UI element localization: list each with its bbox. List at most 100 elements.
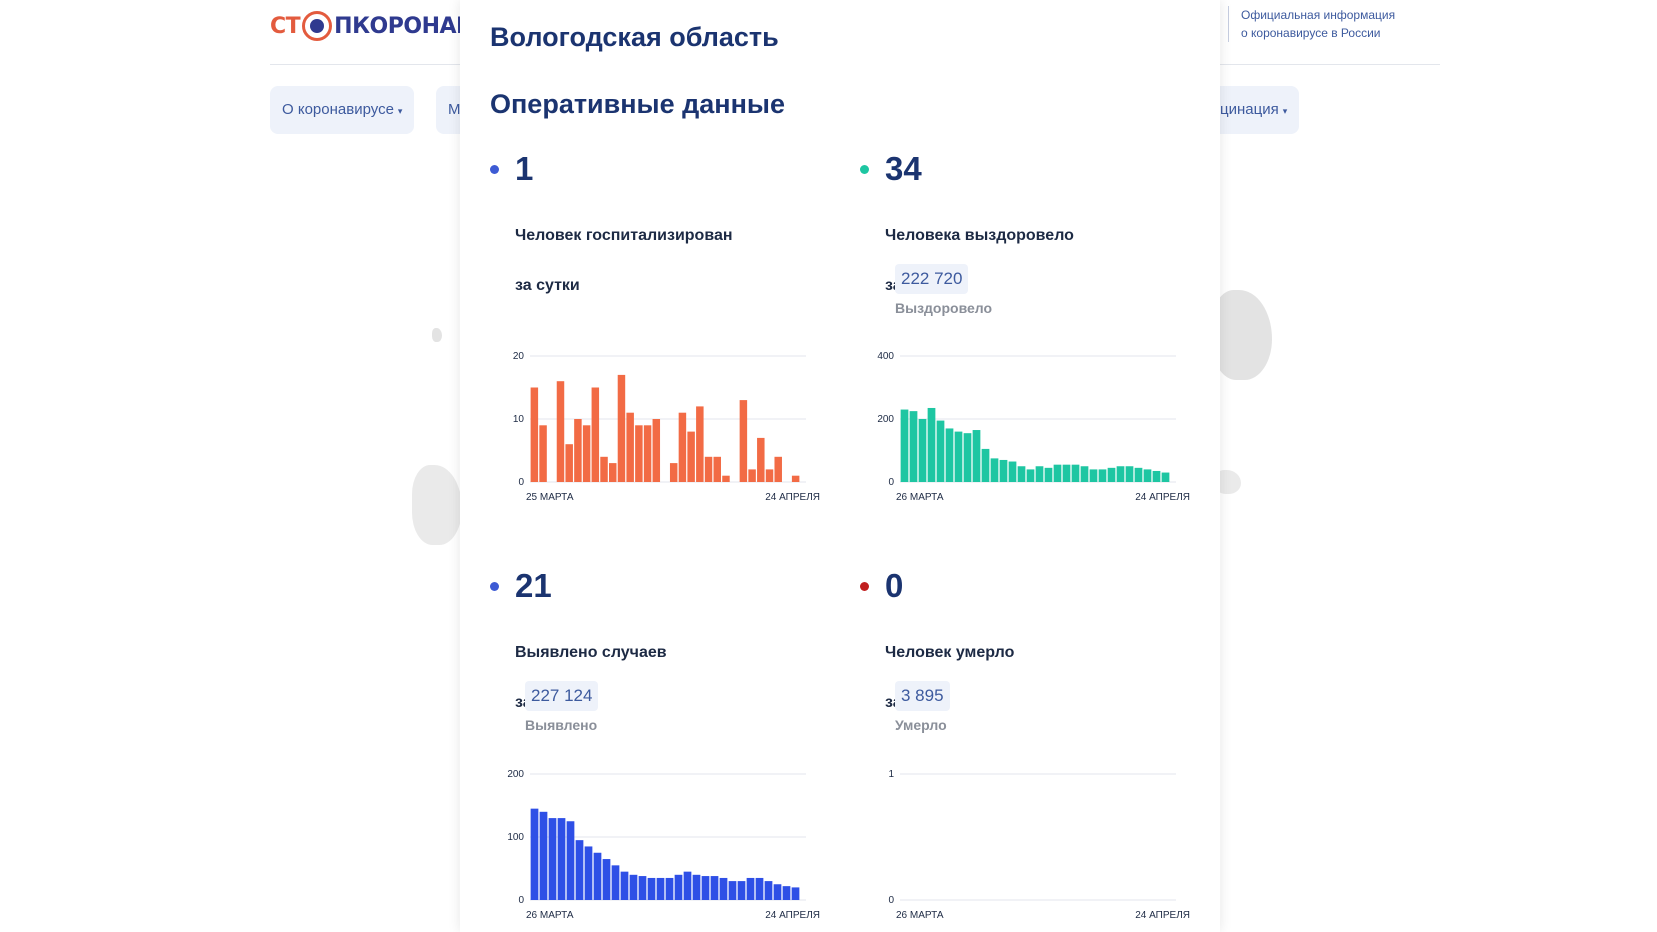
chart-bar [638,876,647,900]
site-logo[interactable]: СТ ПКОРОНАВИ [270,6,491,46]
chart-bar [669,463,678,482]
chart-bar [990,458,999,483]
chart-bar [1008,461,1017,482]
y-tick-label: 10 [513,414,525,425]
stat-total: 3 895 [895,681,950,711]
chart-bar [582,425,591,482]
chart-bar [945,428,954,482]
chart-bar [1098,469,1107,482]
map-region-shape [1212,290,1272,380]
y-tick-label: 400 [877,351,894,362]
chart-bar [782,886,791,900]
stat-total-label: Выздоровело [895,300,993,316]
nav-label: М [448,101,461,118]
y-tick-label: 100 [507,832,524,843]
chart-bar [574,419,582,482]
chart-bar [530,808,539,900]
region-title: Вологодская область [490,22,779,52]
chart-bar [687,431,695,482]
y-tick-label: 0 [888,895,894,906]
chart-bar [764,881,773,900]
infected-chart: 0 100 200 26 МАРТА 24 АПРЕЛЯ [507,769,820,921]
section-title: Оперативные данные [490,89,785,119]
chart-bar [539,811,548,900]
stat-value: 21 [515,567,552,604]
chart-bar [565,444,573,482]
chart-bar [719,877,728,900]
stat-hospitalized: 1 Человек госпитализирован за сутки [490,150,850,294]
chart-bar [656,877,665,900]
x-end-label: 24 АПРЕЛЯ [1135,910,1190,921]
official-info-line2: о коронавирусе в России [1241,26,1381,40]
stat-description-line: Выявлено случаев [515,644,667,661]
chart-bar [556,381,565,482]
chart-bar [1116,466,1125,482]
chart-bar [1107,467,1116,482]
nav-label: О коронавирусе [282,101,394,118]
chart-bar [609,463,617,482]
chart-bar [1026,469,1035,482]
x-end-label: 24 АПРЕЛЯ [765,910,820,921]
chart-bar [791,475,800,482]
chart-bar [1134,467,1143,482]
y-tick-label: 1 [888,769,894,780]
stat-description-line: Человек госпитализирован [515,227,733,244]
chart-bar [635,425,643,482]
official-info[interactable]: Официальная информация о коронавирусе в … [1228,6,1395,42]
chart-bar [722,475,730,482]
region-card: Вологодская область Оперативные данные 1… [460,0,1220,932]
recovered-chart: 0 200 400 26 МАРТА 24 АПРЕЛЯ [877,351,1190,503]
virus-icon [302,11,333,41]
chart-bar [710,876,719,900]
stat-recovered: 34 Человека выздоровело за сутки 222 720… [860,150,1220,330]
chart-bar [1017,466,1026,482]
bullet-dot [860,165,869,174]
stat-description: Человек госпитализирован за сутки [515,198,733,323]
chart-bar [647,877,656,900]
chart-bar [652,419,661,482]
stat-description-line: Человек умерло [885,644,1015,661]
nav-label: цинация [1220,101,1279,118]
chart-bar [748,469,756,482]
chart-bar [678,412,687,482]
stat-value: 1 [515,150,534,187]
chart-bar [1089,469,1098,482]
chart-bar [626,412,634,482]
chart-bar [757,437,765,482]
chart-bar [936,420,945,482]
chart-bar [611,865,620,900]
chart-bar [683,871,692,900]
died-chart: 0 1 26 МАРТА 24 АПРЕЛЯ [888,769,1190,921]
bullet-dot [860,582,869,591]
chart-bar [692,874,701,900]
chart-bar [1062,464,1071,482]
chart-bar [1152,470,1161,482]
chart-bar [575,840,584,900]
chart-bar [713,456,721,482]
chart-bar [900,409,909,482]
y-tick-label: 200 [877,414,894,425]
chart-bar [1161,472,1170,482]
stat-infected: 21 Выявлено случаев за сутки 227 124 Выя… [490,567,850,747]
chart-bar [566,821,575,900]
bullet-dot [490,582,499,591]
chart-bar [620,871,629,900]
chart-bar [765,469,774,482]
chart-bar [643,425,652,482]
chart-bar [617,374,626,482]
y-tick-label: 20 [513,351,525,362]
chart-bar [674,874,683,900]
chart-bar [972,430,981,482]
stat-value: 34 [885,150,922,187]
chart-bar [593,852,602,900]
x-start-label: 26 МАРТА [896,910,944,921]
chart-bar [584,846,593,900]
chart-bar [1143,469,1152,482]
chart-bar [791,887,800,900]
nav-about-coronavirus[interactable]: О коронавирусе ▾ [270,86,415,134]
chart-bar [530,387,539,482]
map-region-shape [432,328,442,342]
chart-bar [1080,466,1089,482]
chevron-down-icon: ▾ [1282,106,1288,116]
